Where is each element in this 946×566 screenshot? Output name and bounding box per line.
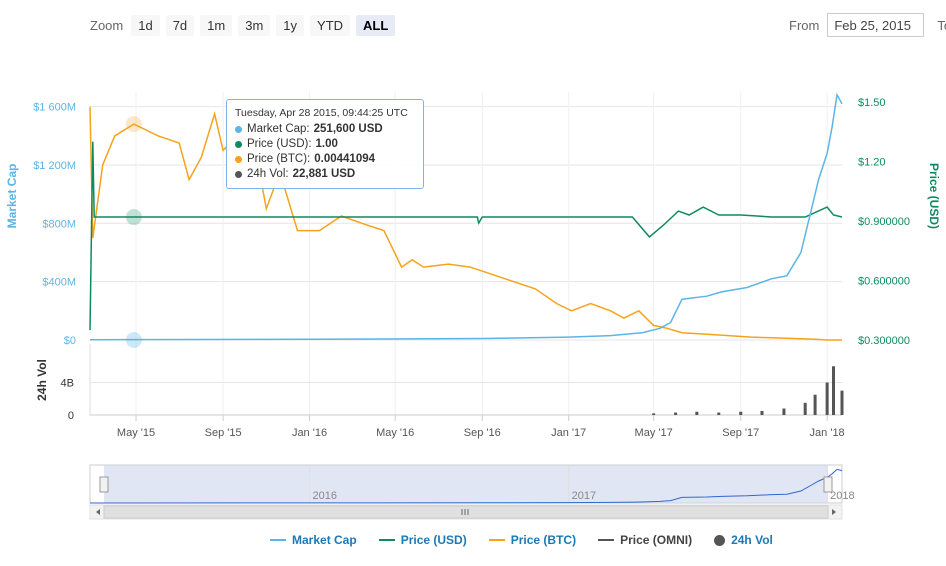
vol-bar [825,382,829,415]
legend-item-price-btc[interactable]: Price (BTC) [488,533,576,547]
vol-bar [782,408,786,415]
left-axis-tick-label: $1 200M [33,160,76,172]
navigator-selected-range [104,465,828,503]
vol-bar [695,411,699,415]
tooltip-row-price-usd: Price (USD): 1.00 [235,137,415,152]
from-label: From [789,17,820,33]
left-axis-tick-label: $400M [42,277,76,289]
date-range: From To [789,13,946,37]
vol-bar [717,412,721,415]
navigator-label: 2016 [313,490,337,502]
vol-bar [674,412,678,415]
tooltip-dot-icon [235,156,242,163]
zoom-bar: Zoom 1d 7d 1m 3m 1y YTD ALL [90,13,401,37]
vol-axis-tick-label: 0 [68,410,74,422]
scrollbar-right-arrow-icon [832,509,836,515]
tooltip-row-price-btc: Price (BTC): 0.00441094 [235,152,415,167]
x-tick-label: May '17 [635,427,673,439]
series-price-btc-line [89,106,842,341]
series-market-cap-line [89,92,843,341]
vol-bar [803,402,807,415]
left-axis-title: Market Cap [5,164,19,229]
right-axis-tick-label: $1.50 [858,97,886,109]
right-axis-tick-label: $1.20 [858,157,886,169]
tooltip-dot-icon [235,171,242,178]
vol-bar [739,411,743,415]
legend-line-icon [598,539,615,541]
zoom-button-all[interactable]: ALL [356,14,396,36]
from-date-input[interactable] [827,13,925,37]
left-axis-tick-label: $0 [64,335,76,347]
navigator-handle [99,476,109,493]
x-tick-label: Jan '16 [292,427,327,439]
tooltip-dot-icon [235,126,242,133]
zoom-button-1y[interactable]: 1y [276,14,305,36]
x-tick-label: Sep '15 [205,427,242,439]
vol-bar [840,390,844,415]
right-axis-tick-label: $0.600000 [858,276,910,288]
legend-line-icon [270,539,286,541]
x-tick-label: May '16 [376,427,414,439]
navigator-label: 2018 [830,490,854,502]
navigator-handle [823,476,833,493]
zoom-button-ytd[interactable]: YTD [310,14,351,36]
tooltip-dot-icon [235,141,242,148]
zoom-button-1m[interactable]: 1m [200,14,233,36]
vol-bar [760,410,764,415]
scrollbar-thumb [103,505,829,519]
vol-bar [813,394,817,415]
hover-marker-market-cap [125,332,142,348]
tooltip-row-24h-vol: 24h Vol: 22,881 USD [235,167,415,182]
zoom-button-3m[interactable]: 3m [238,14,271,36]
hover-marker-price-usd [125,209,142,226]
legend-item-price-usd[interactable]: Price (USD) [378,533,467,547]
legend-dot-icon [714,534,726,546]
left-axis-tick-label: $800M [42,218,76,230]
zoom-button-7d[interactable]: 7d [165,14,195,36]
to-label: To [937,17,946,33]
vol-bar [652,413,656,415]
x-tick-label: Sep '16 [464,427,501,439]
legend-item-24h-vol[interactable]: 24h Vol [714,533,773,547]
x-tick-label: Sep '17 [722,427,759,439]
right-axis-title: Price (USD) [927,163,941,229]
legend-line-icon [378,539,395,541]
x-tick-label: Jan '17 [551,427,586,439]
hover-marker-price-btc [125,116,142,133]
tooltip-row-market-cap: Market Cap: 251,600 USD [235,122,415,137]
zoom-button-1d[interactable]: 1d [131,14,160,36]
right-axis-tick-label: $0.900000 [858,216,910,228]
vol-axis-tick-label: 4B [61,378,74,390]
series-price-usd-line [89,141,843,331]
right-axis-tick-label: $0.300000 [858,335,910,347]
legend-item-market-cap[interactable]: Market Cap [270,533,357,547]
legend-item-price-omni[interactable]: Price (OMNI) [598,533,692,547]
x-tick-label: May '15 [117,427,155,439]
navigator-label: 2017 [572,490,596,502]
zoom-label: Zoom [90,17,124,33]
legend-line-icon [488,539,505,541]
tooltip-title: Tuesday, Apr 28 2015, 09:44:25 UTC [235,107,408,119]
tooltip: Tuesday, Apr 28 2015, 09:44:25 UTC Marke… [226,99,424,189]
scrollbar-left-arrow-icon [96,509,100,515]
vol-bar [832,366,836,415]
left-axis-tick-label: $1 600M [33,102,76,114]
vol-axis-title: 24h Vol [35,359,49,401]
legend: Market Cap Price (USD) Price (BTC) Price… [270,533,795,547]
x-tick-label: Jan '18 [810,427,845,439]
